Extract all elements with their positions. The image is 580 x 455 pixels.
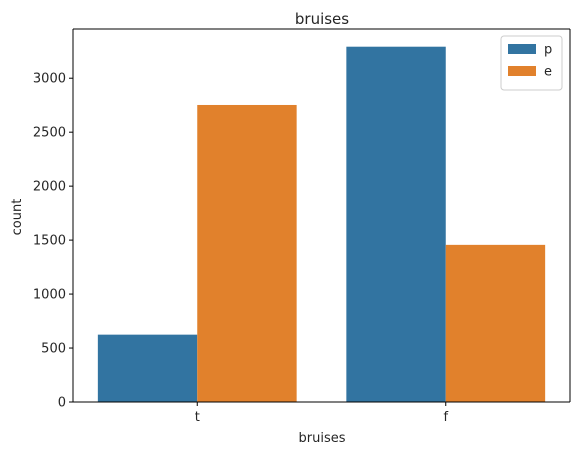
bar-p-f xyxy=(346,46,446,402)
y-tick-label: 0 xyxy=(58,396,66,411)
legend-swatch-p xyxy=(508,44,536,54)
bar-e-t xyxy=(197,104,297,402)
bar-e-f xyxy=(445,244,546,402)
plot-area: 0 500 1000 1500 2000 2500 3000 t f xyxy=(33,28,571,425)
y-tick-label: 1000 xyxy=(33,288,66,303)
x-axis-label: bruises xyxy=(299,431,346,446)
legend-label-p: p xyxy=(544,43,552,58)
legend: pe xyxy=(500,35,563,91)
y-tick-label: 2000 xyxy=(33,180,66,195)
legend-label-e: e xyxy=(544,65,552,80)
x-tick-label: f xyxy=(443,410,448,425)
y-tick-label: 2500 xyxy=(33,126,66,141)
y-tick-label: 500 xyxy=(41,342,66,357)
y-tick-label: 3000 xyxy=(33,72,66,87)
legend-swatch-e xyxy=(508,66,536,76)
y-tick-label: 1500 xyxy=(33,234,66,249)
bar-p-t xyxy=(97,334,198,402)
chart-title: bruises xyxy=(295,10,349,28)
x-tick-label: t xyxy=(195,410,200,425)
y-axis-label: count xyxy=(10,199,25,236)
